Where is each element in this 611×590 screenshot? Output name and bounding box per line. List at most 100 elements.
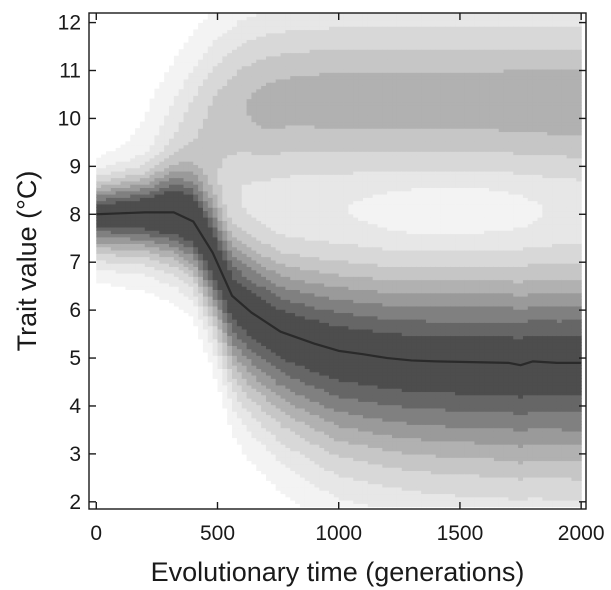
heatmap-cell — [222, 78, 228, 83]
heatmap-cell — [164, 177, 170, 182]
heatmap-cell — [169, 272, 175, 277]
heatmap-cell — [169, 85, 175, 90]
heatmap-cell — [135, 174, 141, 179]
heatmap-cell — [251, 450, 257, 455]
heatmap-cell — [246, 457, 253, 462]
heatmap-cell — [246, 302, 253, 307]
heatmap-cell — [164, 223, 170, 228]
heatmap-cell — [261, 437, 267, 442]
heatmap-cell — [212, 319, 219, 323]
heatmap-cell — [246, 131, 253, 136]
heatmap-cell — [96, 230, 102, 235]
heatmap-cell — [173, 108, 180, 113]
heatmap-cell — [183, 95, 189, 100]
heatmap-cell — [188, 187, 194, 192]
heatmap-cell — [227, 243, 233, 248]
heatmap-cell — [115, 266, 122, 271]
heatmap-cell — [261, 309, 267, 314]
heatmap-cell — [193, 193, 199, 198]
heatmap-cell — [149, 184, 156, 189]
heatmap-cell — [169, 151, 175, 156]
heatmap-cell — [236, 355, 243, 360]
heatmap-cell — [125, 141, 131, 146]
heatmap-cell — [236, 322, 243, 327]
heatmap-cell — [217, 348, 223, 353]
heatmap-cell — [217, 223, 223, 228]
heatmap-cell — [101, 256, 107, 261]
heatmap-cell — [261, 414, 267, 419]
heatmap-cell — [227, 233, 233, 238]
heatmap-cell — [275, 217, 282, 221]
heatmap-cell — [275, 378, 282, 383]
heatmap-cell — [212, 65, 219, 70]
heatmap-cell — [193, 230, 199, 235]
heatmap-cell — [261, 417, 267, 422]
heatmap-cell — [265, 381, 272, 386]
heatmap-cell — [198, 220, 204, 225]
heatmap-cell — [159, 98, 165, 103]
heatmap-cell — [154, 253, 160, 258]
heatmap-cell — [217, 190, 223, 195]
heatmap-cell — [227, 52, 233, 57]
heatmap-cell — [193, 72, 199, 77]
heatmap-cell — [198, 246, 204, 251]
heatmap-cell — [261, 91, 267, 96]
heatmap-cell — [217, 263, 223, 267]
heatmap-cell — [101, 180, 107, 185]
heatmap-cell — [207, 312, 214, 317]
heatmap-cell — [270, 253, 277, 258]
heatmap-cell — [115, 184, 122, 189]
heatmap-cell — [96, 164, 102, 169]
heatmap-cell — [280, 490, 286, 495]
heatmap-cell — [169, 177, 175, 182]
heatmap-cell — [198, 187, 204, 192]
heatmap-cell — [222, 249, 228, 254]
heatmap-cell — [198, 217, 204, 221]
heatmap-cell — [280, 358, 286, 363]
heatmap-cell — [251, 75, 257, 80]
heatmap-cell — [280, 421, 286, 425]
heatmap-cell — [135, 200, 141, 205]
heatmap-cell — [280, 256, 286, 261]
heatmap-cell — [227, 190, 233, 195]
heatmap-cell — [265, 118, 272, 123]
heatmap-cell — [236, 29, 243, 34]
heatmap-cell — [183, 151, 189, 156]
heatmap-cell — [275, 348, 282, 353]
heatmap-cell — [164, 276, 170, 281]
heatmap-cell — [251, 32, 257, 37]
heatmap-cell — [256, 16, 262, 21]
heatmap-cell — [246, 190, 253, 195]
heatmap-cell — [169, 233, 175, 238]
heatmap-cell — [275, 184, 282, 189]
heatmap-cell — [217, 210, 223, 215]
heatmap-cell — [246, 256, 253, 261]
heatmap-cell — [236, 430, 243, 435]
heatmap-cell — [236, 115, 243, 119]
heatmap-cell — [212, 325, 219, 330]
heatmap-cell — [251, 453, 257, 458]
heatmap-cell — [256, 154, 262, 159]
heatmap-cell — [227, 55, 233, 60]
heatmap-cell — [169, 88, 175, 93]
heatmap-cell — [265, 450, 272, 455]
heatmap-cell — [178, 190, 185, 195]
heatmap-cell — [265, 128, 272, 133]
heatmap-cell — [280, 457, 286, 462]
heatmap-cell — [265, 263, 272, 267]
heatmap-cell — [183, 134, 189, 139]
heatmap-cell — [227, 42, 233, 47]
heatmap-cell — [280, 361, 286, 366]
heatmap-cell — [251, 338, 257, 343]
heatmap-cell — [154, 223, 160, 228]
heatmap-cell — [149, 164, 156, 169]
heatmap-cell — [207, 115, 214, 119]
heatmap-cell — [261, 105, 267, 110]
heatmap-cell — [241, 197, 248, 202]
heatmap-cell — [251, 430, 257, 435]
heatmap-cell — [246, 45, 253, 50]
heatmap-cell — [212, 210, 219, 215]
heatmap-cell — [198, 131, 204, 136]
heatmap-cell — [270, 292, 277, 297]
heatmap-cell — [246, 207, 253, 212]
